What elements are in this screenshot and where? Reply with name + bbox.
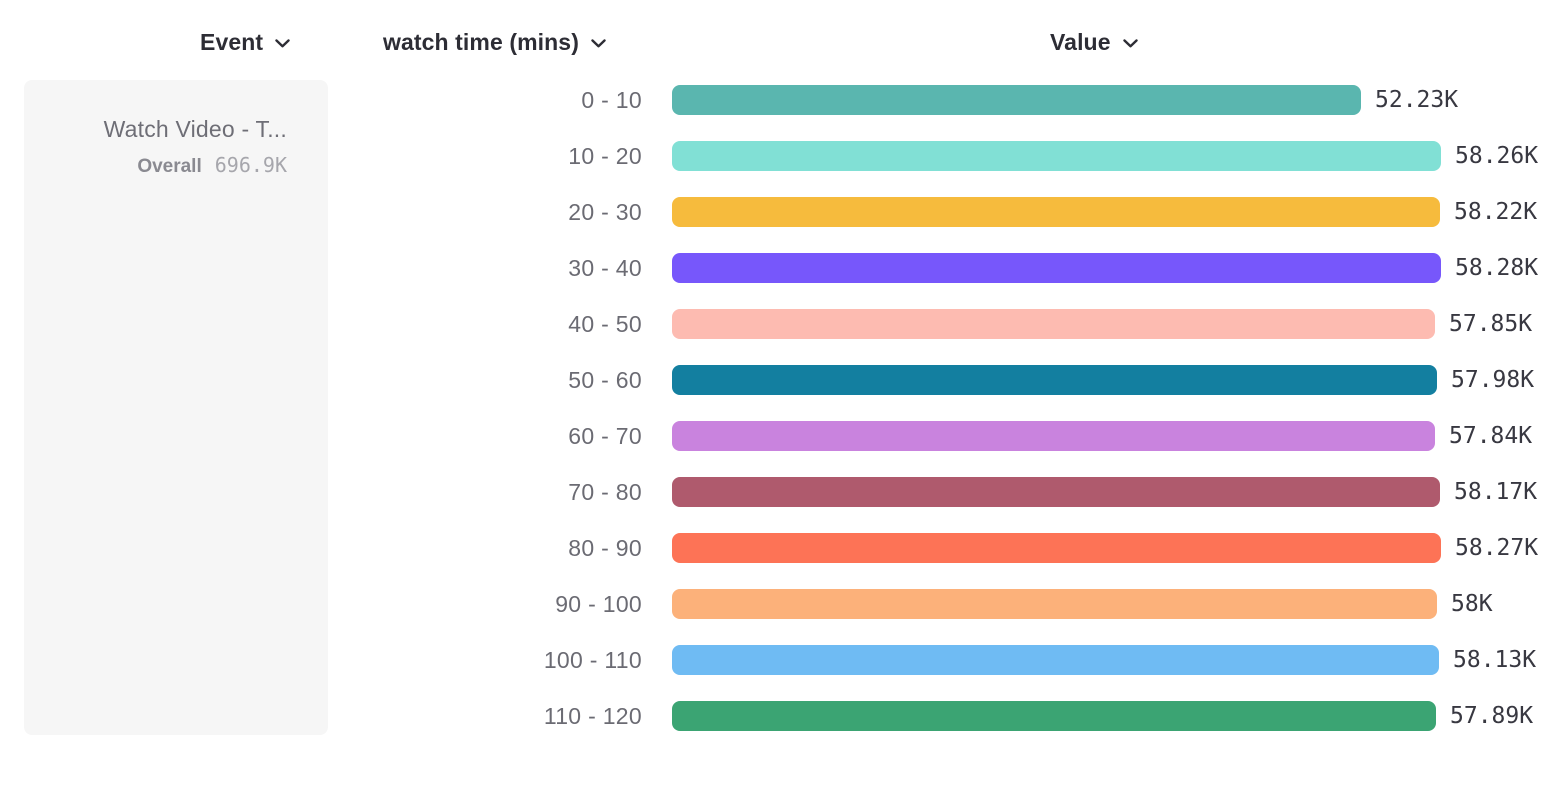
bar-value-label: 52.23K [1375, 87, 1459, 113]
bar-value-label: 57.98K [1451, 367, 1535, 393]
bar-row: 90 - 100 58K [0, 589, 1568, 619]
bar-value-label: 58K [1451, 591, 1493, 617]
breakdown-column-label: watch time (mins) [383, 28, 579, 55]
bar[interactable] [672, 477, 1440, 507]
bar-category-label: 90 - 100 [555, 591, 642, 617]
bar-value-label: 58.17K [1454, 479, 1538, 505]
bar-value-label: 58.26K [1455, 143, 1539, 169]
bar[interactable] [672, 309, 1435, 339]
bar[interactable] [672, 85, 1361, 115]
bar[interactable] [672, 645, 1439, 675]
chevron-down-icon [591, 39, 606, 48]
event-column-dropdown[interactable]: Event [200, 26, 290, 58]
breakdown-column-dropdown[interactable]: watch time (mins) [383, 26, 606, 58]
value-column-dropdown[interactable]: Value [1050, 26, 1138, 58]
bar-row: 60 - 70 57.84K [0, 421, 1568, 451]
bar-category-label: 40 - 50 [568, 311, 642, 337]
bar-value-label: 57.85K [1449, 311, 1533, 337]
bar-row: 100 - 110 58.13K [0, 645, 1568, 675]
bar[interactable] [672, 197, 1440, 227]
bar-category-label: 0 - 10 [581, 87, 642, 113]
bar[interactable] [672, 421, 1435, 451]
bar-row: 70 - 80 58.17K [0, 477, 1568, 507]
bar-category-label: 100 - 110 [543, 647, 642, 673]
bar-category-label: 10 - 20 [568, 143, 642, 169]
bar[interactable] [672, 533, 1441, 563]
bar-row: 50 - 60 57.98K [0, 365, 1568, 395]
bar-category-label: 80 - 90 [568, 535, 642, 561]
bar-value-label: 57.89K [1450, 703, 1534, 729]
event-column-label: Event [200, 28, 264, 55]
bar-row: 80 - 90 58.27K [0, 533, 1568, 563]
bar[interactable] [672, 141, 1441, 171]
chevron-down-icon [1122, 39, 1138, 48]
bar-value-label: 58.13K [1453, 647, 1537, 673]
overall-label: Overall [137, 156, 202, 177]
bar-value-label: 58.27K [1455, 535, 1539, 561]
bar-category-label: 30 - 40 [568, 255, 642, 281]
bar-row: 40 - 50 57.85K [0, 309, 1568, 339]
bar-row: 10 - 20 58.26K [0, 141, 1568, 171]
event-title: Watch Video - T... [103, 116, 287, 142]
event-card[interactable]: Watch Video - T... Overall 696.9K [24, 80, 328, 735]
bar-row: 0 - 10 52.23K [0, 85, 1568, 115]
bar[interactable] [672, 253, 1441, 283]
bar-category-label: 50 - 60 [568, 367, 642, 393]
bar-category-label: 60 - 70 [568, 423, 642, 449]
bar-row: 110 - 120 57.89K [0, 701, 1568, 731]
bar-value-label: 58.22K [1454, 199, 1538, 225]
bar-value-label: 57.84K [1449, 423, 1533, 449]
value-column-label: Value [1050, 28, 1111, 55]
bar-category-label: 20 - 30 [568, 199, 642, 225]
chevron-down-icon [275, 39, 290, 48]
bar-row: 20 - 30 58.22K [0, 197, 1568, 227]
bar[interactable] [672, 701, 1436, 731]
bar[interactable] [672, 589, 1437, 619]
bar-category-label: 110 - 120 [543, 703, 642, 729]
overall-value: 696.9K [214, 153, 287, 177]
event-overall-row: Overall 696.9K [44, 153, 287, 178]
bar-category-label: 70 - 80 [568, 479, 642, 505]
bar-row: 30 - 40 58.28K [0, 253, 1568, 283]
bar-value-label: 58.28K [1455, 255, 1539, 281]
bar[interactable] [672, 365, 1437, 395]
